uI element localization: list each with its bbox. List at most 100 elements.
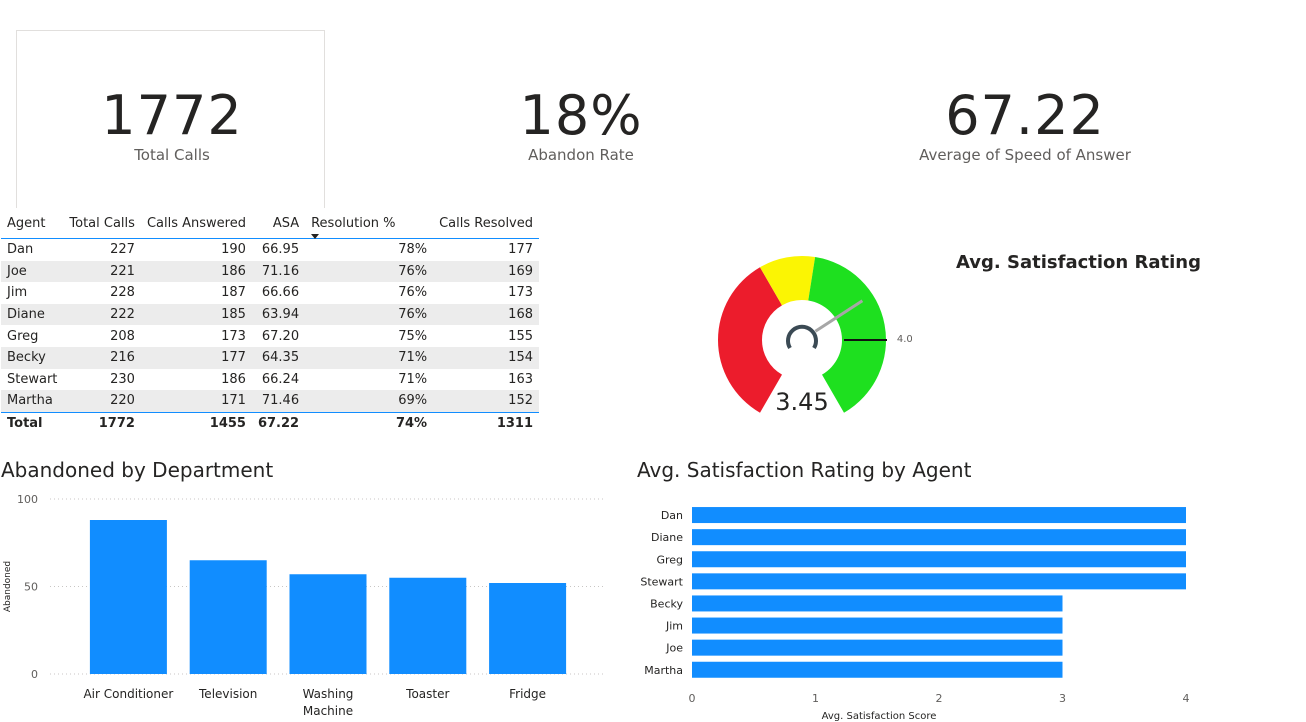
table-cell: 67.20: [261, 328, 300, 344]
table-cell: 208: [110, 328, 135, 344]
kpi-label: Abandon Rate: [528, 146, 634, 164]
col-header-resolution[interactable]: Resolution %: [305, 212, 434, 239]
y-tick-label: Stewart: [640, 575, 683, 588]
table-cell: 163: [508, 371, 533, 387]
table-header-row: Agent Total Calls Calls Answered ASA Res…: [1, 212, 539, 239]
table-cell: 173: [508, 285, 533, 301]
table-row[interactable]: Jim 228 187 66.66 76% 173: [1, 282, 539, 304]
bar[interactable]: [692, 617, 1063, 634]
x-tick-label: 2: [936, 692, 943, 705]
total-calls-card-frame: [16, 30, 325, 208]
col-header-agent[interactable]: Agent: [1, 212, 64, 239]
y-tick-label: 50: [24, 581, 38, 594]
table-cell: 71%: [305, 346, 434, 369]
table-cell: 186: [140, 260, 252, 283]
table-cell: 227: [110, 242, 135, 258]
bar[interactable]: [692, 639, 1063, 656]
table-cell: 169: [433, 260, 539, 283]
y-tick-label: Becky: [650, 597, 683, 610]
bar[interactable]: [692, 529, 1186, 546]
chart-title-satisfaction: Avg. Satisfaction Rating by Agent: [637, 458, 972, 482]
table-cell: 75%: [398, 328, 428, 344]
table-cell: 228: [110, 285, 135, 301]
bar[interactable]: [692, 595, 1063, 612]
table-row[interactable]: Martha 220 171 71.46 69% 152: [1, 390, 539, 413]
table-cell: 222: [63, 303, 141, 326]
bar[interactable]: [489, 583, 567, 674]
bar[interactable]: [189, 560, 267, 674]
table-cell: 168: [433, 303, 539, 326]
kpi-label: Average of Speed of Answer: [919, 146, 1131, 164]
y-tick-label: Martha: [644, 664, 683, 677]
table-row[interactable]: Greg 208 173 67.20 75% 155: [1, 325, 539, 347]
table-cell: 220: [63, 390, 141, 413]
kpi-abandon-rate: 18% Abandon Rate: [431, 86, 731, 165]
col-header-asa[interactable]: ASA: [251, 212, 306, 239]
y-tick-label: 100: [17, 493, 38, 506]
x-tick-label: Air Conditioner: [83, 687, 173, 701]
table-total-row: Total 1772 1455 67.22 74% 1311: [1, 411, 539, 435]
table-cell: 66.95: [261, 242, 300, 258]
table-cell: Becky: [1, 346, 64, 369]
y-axis-label: Abandoned: [3, 561, 13, 612]
gauge-hub-icon: [786, 324, 818, 350]
y-tick-label: Greg: [656, 553, 683, 566]
kpi-speed-of-answer: 67.22 Average of Speed of Answer: [875, 86, 1175, 165]
y-tick-label: Dan: [661, 509, 683, 522]
table-cell: 69%: [305, 390, 434, 413]
table-cell: 76%: [398, 285, 428, 301]
x-tick-label: 3: [1059, 692, 1066, 705]
gauge-value: 3.45: [775, 388, 828, 416]
sort-descending-icon: [311, 234, 320, 239]
col-header-total-calls[interactable]: Total Calls: [63, 212, 141, 239]
table-cell: 216: [63, 346, 141, 369]
gauge-target-label: 4.00: [897, 334, 912, 345]
gauge-needle: [814, 299, 864, 333]
bar[interactable]: [692, 661, 1063, 678]
col-header-resolution-label: Resolution %: [311, 216, 396, 231]
table-cell: 155: [508, 328, 533, 344]
y-tick-label: Jim: [665, 620, 683, 633]
bar[interactable]: [89, 520, 167, 674]
table-cell: Diane: [1, 303, 64, 326]
table-cell: Jim: [7, 285, 28, 301]
gauge-segment-green: [808, 257, 886, 413]
table-row[interactable]: Dan 227 190 66.95 78% 177: [1, 239, 539, 261]
x-tick-label: 0: [689, 692, 696, 705]
y-tick-label: 0: [31, 668, 38, 681]
kpi-label: Total Calls: [134, 146, 210, 164]
table-cell: 177: [508, 242, 533, 258]
table-cell: 66.24: [261, 371, 300, 387]
table-cell: 185: [140, 303, 252, 326]
x-tick-label: 4: [1183, 692, 1190, 705]
table-row[interactable]: Diane 222 185 63.94 76% 168: [1, 303, 539, 326]
table-cell: 71%: [398, 371, 428, 387]
agent-table: Agent Total Calls Calls Answered ASA Res…: [1, 212, 539, 435]
col-header-calls-resolved[interactable]: Calls Resolved: [433, 212, 539, 239]
bar[interactable]: [692, 573, 1186, 590]
table-cell: 71.16: [251, 260, 306, 283]
table-cell: 186: [221, 371, 246, 387]
table-cell: Martha: [1, 390, 64, 413]
table-cell: Stewart: [7, 371, 58, 387]
satisfaction-by-agent-chart: Dan Diane Greg Stewart Becky Jim Joe Martha 0 1 2 3…: [640, 507, 1190, 722]
table-row[interactable]: Becky 216 177 64.35 71% 154: [1, 346, 539, 369]
table-total-cell: Total: [1, 411, 64, 435]
col-header-calls-answered[interactable]: Calls Answered: [140, 212, 252, 239]
table-cell: 76%: [305, 260, 434, 283]
table-cell: 71.46: [251, 390, 306, 413]
bar[interactable]: [389, 577, 467, 674]
table-row[interactable]: Joe 221 186 71.16 76% 169: [1, 260, 539, 283]
table-row[interactable]: Stewart 230 186 66.24 71% 163: [1, 369, 539, 391]
table-cell: Dan: [7, 242, 34, 258]
bar[interactable]: [692, 551, 1186, 568]
satisfaction-gauge: 4.00 3.45: [718, 256, 912, 416]
bar[interactable]: [692, 507, 1186, 524]
y-tick-label: Joe: [665, 642, 683, 655]
table-cell: 187: [221, 285, 246, 301]
bar[interactable]: [289, 574, 367, 674]
x-axis-label: Avg. Satisfaction Score: [822, 711, 937, 722]
table-cell: 190: [221, 242, 246, 258]
chart-title-abandoned: Abandoned by Department: [1, 458, 274, 482]
table-cell: 171: [140, 390, 252, 413]
